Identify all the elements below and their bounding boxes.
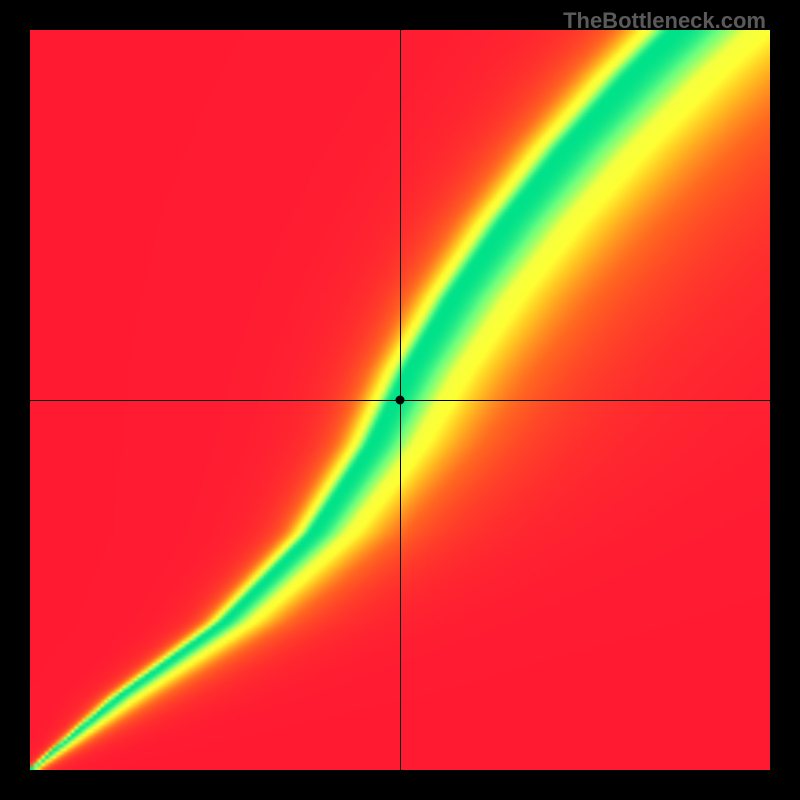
marker-dot [396, 396, 405, 405]
chart-container [30, 30, 770, 770]
watermark-text: TheBottleneck.com [563, 8, 766, 34]
